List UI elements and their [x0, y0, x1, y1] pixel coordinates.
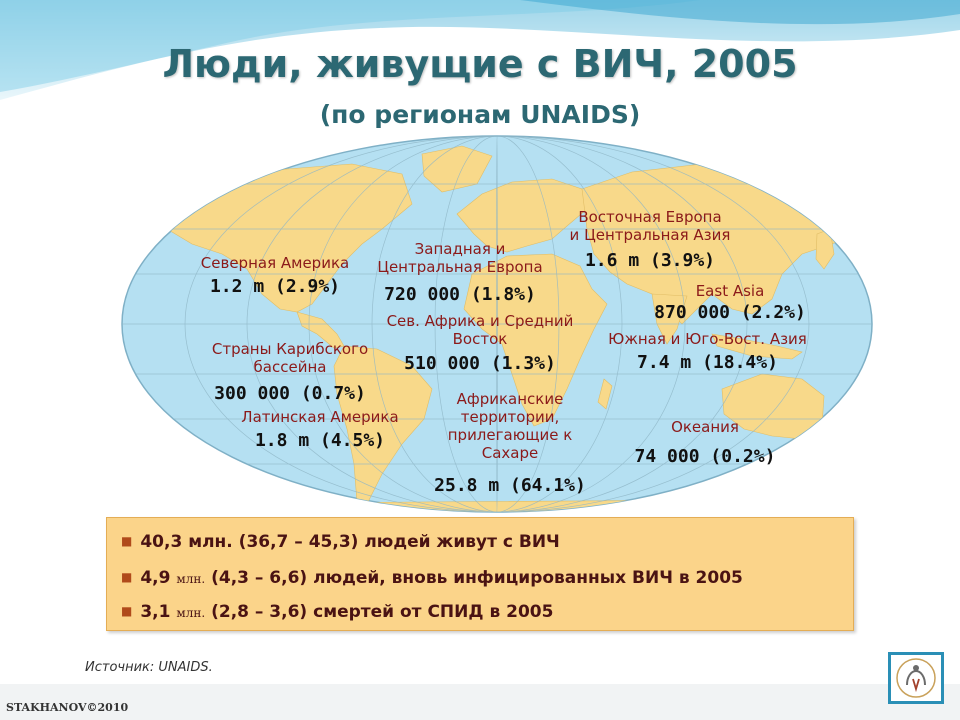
header-wave-decoration: [0, 0, 960, 100]
region-name-oceania: Океания: [671, 418, 739, 436]
region-name-north-africa: Сев. Африка и Средний Восток: [386, 312, 574, 348]
region-name-eastern-europe: Восточная Европа и Центральная Азия: [569, 208, 731, 244]
summary-box: ■ 40,3 млн. (36,7 – 45,3) людей живут с В…: [106, 517, 854, 631]
region-name-sub-saharan-africa: Африканские территории, прилегающие к Са…: [447, 390, 573, 462]
page-subtitle: (по регионам UNAIDS): [319, 100, 641, 129]
logo-badge[interactable]: [888, 652, 944, 704]
hand-figure-icon: [896, 658, 936, 698]
region-value-eastern-europe: 1.6 m (3.9%): [584, 250, 716, 271]
summary-bullet-3: ■ 3,1 млн. (2,8 – 3,6) смертей от СПИД в …: [121, 602, 554, 622]
region-name-east-asia: East Asia: [695, 282, 765, 300]
region-value-oceania: 74 000 (0.2%): [634, 446, 776, 467]
region-name-caribbean: Страны Карибского бассейна: [211, 340, 369, 376]
summary-bullet-1: ■ 40,3 млн. (36,7 – 45,3) людей живут с В…: [121, 532, 560, 552]
continent-north-america: [166, 163, 413, 313]
world-map: [121, 135, 873, 513]
footer-bar: [0, 684, 960, 720]
bullet-square-icon: ■: [121, 534, 133, 548]
summary-bullet-2: ■ 4,9 млн. (4,3 – 6,6) людей, вновь инфиц…: [121, 568, 743, 588]
continent-india: [651, 293, 688, 345]
region-value-caribbean: 300 000 (0.7%): [214, 383, 366, 404]
page-title: Люди, живущие с ВИЧ, 2005: [162, 42, 798, 86]
continent-indonesia: [711, 333, 803, 360]
region-value-western-europe: 720 000 (1.8%): [384, 284, 536, 305]
region-value-north-america: 1.2 m (2.9%): [209, 276, 341, 297]
bullet-square-icon: ■: [121, 604, 133, 618]
region-name-western-europe: Западная и Центральная Европа: [377, 240, 543, 276]
bullet-square-icon: ■: [121, 570, 133, 584]
region-value-sub-saharan-africa: 25.8 m (64.1%): [434, 475, 586, 496]
region-value-south-asia: 7.4 m (18.4%): [637, 352, 778, 373]
region-name-south-asia: Южная и Юго-Вост. Азия: [608, 330, 807, 348]
region-name-north-america: Северная Америка: [200, 254, 350, 272]
continent-madagascar: [597, 378, 613, 410]
region-value-north-africa: 510 000 (1.3%): [404, 353, 556, 374]
region-name-latin-america: Латинская Америка: [241, 408, 399, 426]
source-note: Источник: UNAIDS.: [85, 660, 213, 675]
region-value-latin-america: 1.8 m (4.5%): [254, 430, 386, 451]
continent-south-america: [333, 345, 433, 505]
credit-text: STAKHANOV©2010: [6, 701, 129, 714]
continent-new-zealand: [846, 433, 861, 460]
continent-europe: [456, 178, 588, 253]
region-value-east-asia: 870 000 (2.2%): [654, 302, 806, 323]
continent-africa: [463, 253, 608, 427]
